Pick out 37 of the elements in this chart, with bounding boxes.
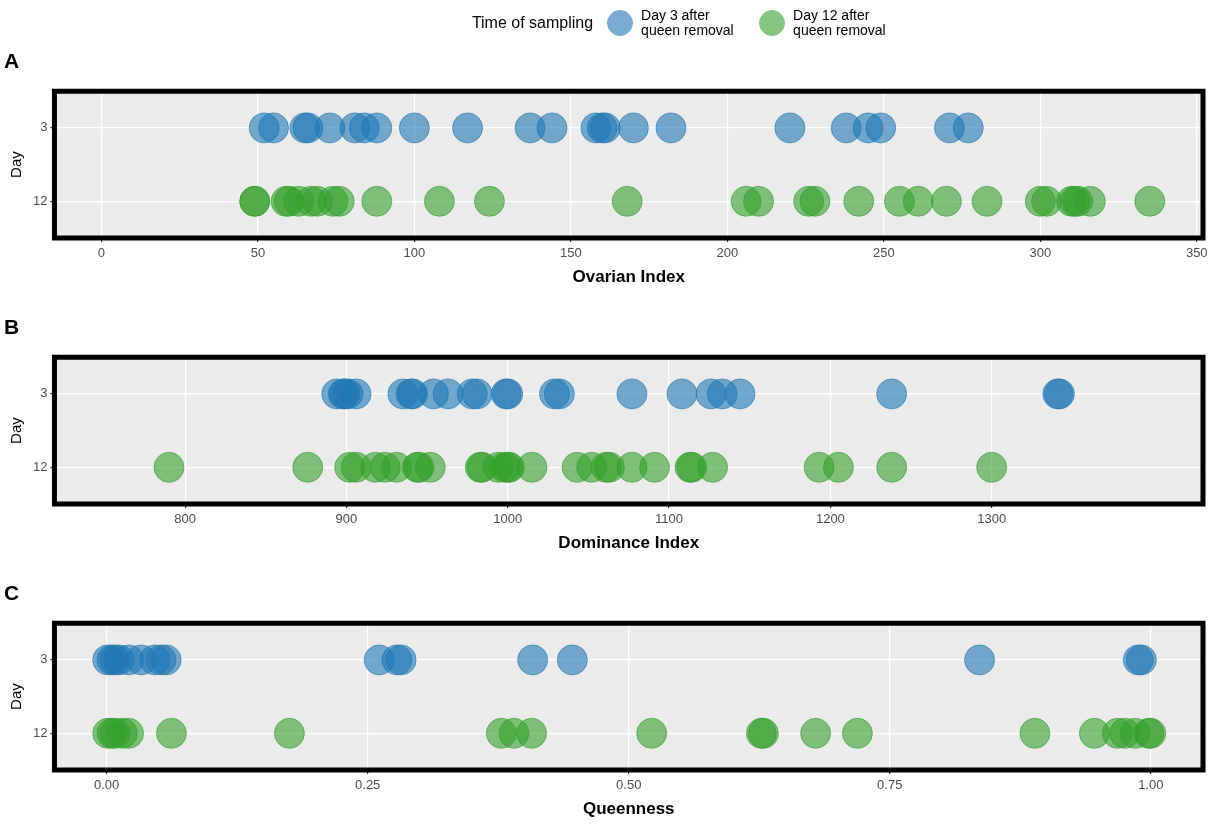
chart-title: C [4,581,20,605]
y-tick-label: 12 [32,192,48,208]
y-tick-label: 12 [32,724,48,740]
x-tick-label: 800 [174,511,196,527]
y-tick-label: 3 [40,385,48,401]
x-tick-label: 1100 [655,511,684,527]
legend-title: Time of sampling [471,14,594,32]
x-tick-label: 150 [559,245,582,261]
x-tick-label: 250 [872,245,895,261]
x-tick-label: 1300 [977,511,1007,527]
x-axis-title: Dominance Index [558,533,700,553]
y-tick-label: 12 [32,458,48,474]
y-axis-title: Day [7,682,25,710]
x-axis-title: Queenness [582,799,675,819]
x-tick-label: 1000 [493,511,523,527]
x-tick-label: 1200 [815,511,845,527]
legend-label: Day 3 after queen removal [641,7,735,38]
x-tick-label: 1.00 [1138,777,1164,793]
x-tick-label: 100 [403,245,426,261]
x-axis-title: Ovarian Index [572,267,686,287]
y-tick-label: 3 [40,651,48,667]
x-tick-label: 350 [1185,245,1208,261]
chart-title: A [4,49,20,73]
x-tick-label: 900 [335,511,358,527]
x-tick-label: 0.25 [355,777,381,793]
x-tick-label: 300 [1029,245,1052,261]
x-tick-label: 0.50 [616,777,642,793]
y-axis-title: Day [7,416,25,444]
x-tick-label: 50 [250,245,266,261]
x-tick-label: 200 [716,245,739,261]
x-tick-label: 0.00 [94,777,120,793]
y-tick-label: 3 [40,119,48,135]
x-tick-label: 0 [97,245,106,261]
legend-label: Day 12 after queen removal [793,7,887,38]
chart-title: B [4,315,20,339]
x-tick-label: 0.75 [877,777,903,793]
y-axis-title: Day [7,150,25,178]
